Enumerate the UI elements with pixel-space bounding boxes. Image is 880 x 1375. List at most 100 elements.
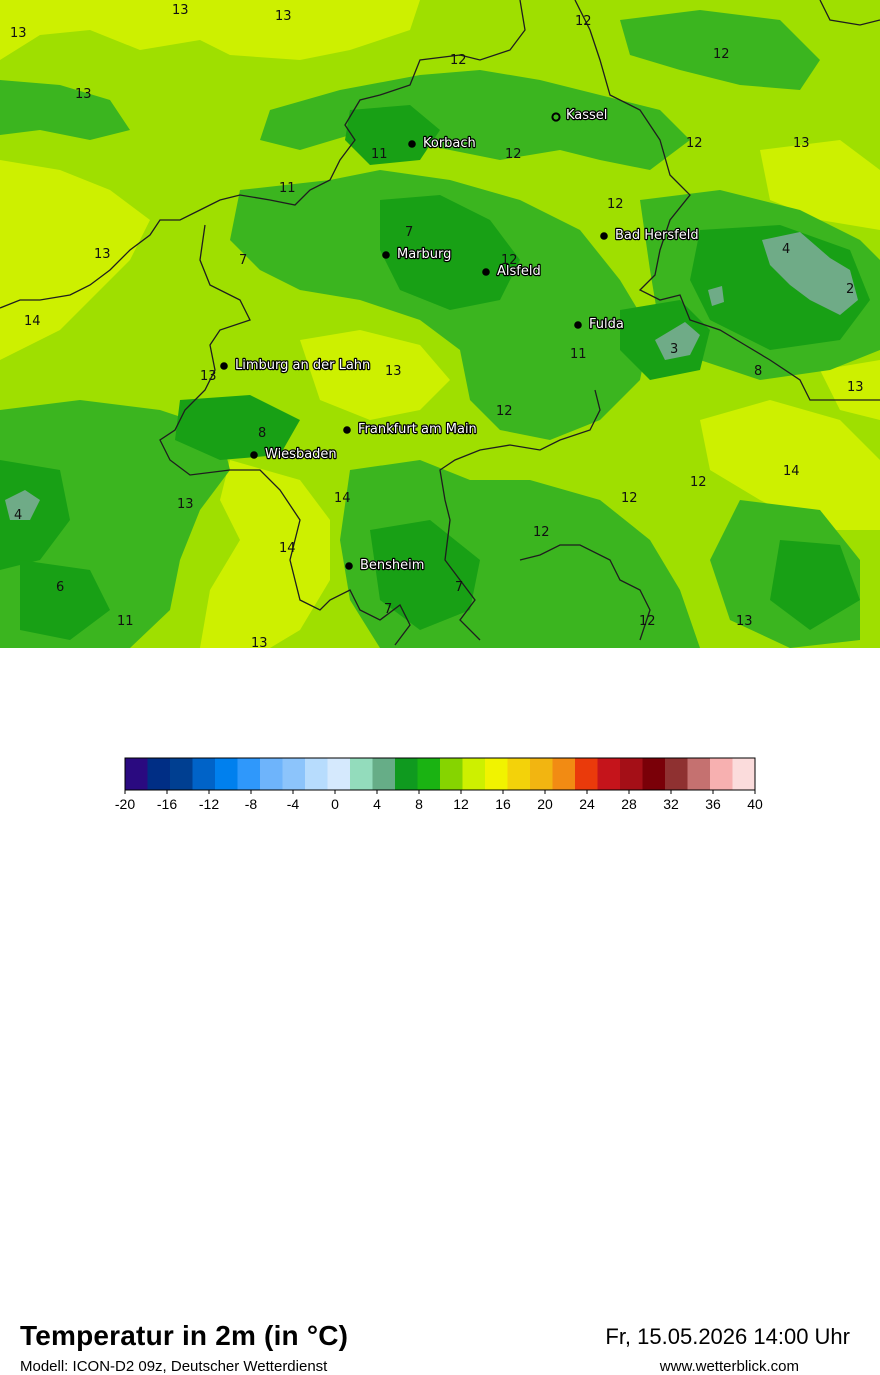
pale-zone-center <box>300 330 450 420</box>
city-limburg: Limburg an der Lahn <box>220 357 371 374</box>
city-marker <box>220 362 228 370</box>
temperature-label: 7 <box>405 225 413 240</box>
city-marker <box>574 321 582 329</box>
legend-tick-label: 24 <box>579 796 595 812</box>
temperature-label: 13 <box>94 247 111 262</box>
legend-tick-label: 16 <box>495 796 511 812</box>
city-label: Kassel <box>566 108 607 123</box>
temperature-label: 13 <box>847 380 864 395</box>
legend-tick-label: 8 <box>415 796 423 812</box>
city-frankfurt: Frankfurt am Main <box>343 421 478 438</box>
legend-swatch <box>665 758 688 790</box>
legend-tick-label: 36 <box>705 796 721 812</box>
legend-tick-label: 40 <box>747 796 763 812</box>
city-bad-hersfeld: Bad Hersfeld <box>600 227 700 244</box>
city-label: Limburg an der Lahn <box>235 358 370 373</box>
legend-swatch <box>170 758 193 790</box>
model-info: Modell: ICON-D2 09z, Deutscher Wetterdie… <box>20 1358 328 1375</box>
dark-zone-southeast <box>770 540 860 630</box>
city-alsfeld: Alsfeld <box>482 263 542 280</box>
border-north <box>0 0 526 309</box>
temperature-label: 12 <box>686 136 703 151</box>
city-marker <box>382 251 390 259</box>
legend-frame <box>124 757 756 791</box>
legend-swatch <box>147 758 171 790</box>
teal-zone-west <box>5 490 40 520</box>
border-southeast <box>439 389 601 641</box>
pale-zone-west <box>0 160 150 360</box>
temperature-label: 13 <box>200 369 217 384</box>
temperature-label: 13 <box>275 9 292 24</box>
city-marburg: Marburg <box>382 246 453 263</box>
legend-tick-label: -20 <box>115 796 135 812</box>
legend-swatch <box>597 758 621 790</box>
city-korbach: Korbach <box>408 135 477 152</box>
temperature-label: 12 <box>533 525 550 540</box>
city-label: Korbach <box>423 136 476 151</box>
temperature-label: 8 <box>258 426 266 441</box>
legend-swatch <box>327 758 351 790</box>
legend-swatch <box>642 758 666 790</box>
legend-tick-label: 12 <box>453 796 469 812</box>
legend-swatch <box>462 758 486 790</box>
legend-swatch <box>507 758 531 790</box>
temperature-label: 12 <box>505 147 522 162</box>
city-label: Alsfeld <box>497 264 541 279</box>
legend-swatch <box>282 758 306 790</box>
temperature-label: 12 <box>496 404 513 419</box>
temperature-label: 7 <box>239 253 247 268</box>
legend-swatch <box>687 758 711 790</box>
city-label: Bad Hersfeld <box>615 228 699 243</box>
legend-swatch <box>260 758 283 790</box>
pale-zone-northwest <box>0 0 420 60</box>
city-label: Wiesbaden <box>265 447 337 462</box>
dark-zone-vogelsberg <box>380 195 520 310</box>
pale-zone-far-east <box>820 360 880 420</box>
legend-swatch <box>530 758 553 790</box>
legend-swatch <box>125 758 148 790</box>
temperature-label: 11 <box>570 347 587 362</box>
temperature-label: 13 <box>251 636 268 648</box>
city-marker <box>250 451 258 459</box>
legend-tick-label: -8 <box>245 796 258 812</box>
legend-swatch <box>620 758 643 790</box>
city-marker <box>551 112 561 122</box>
color-legend: -20 -16 -12 -8 -4 0 4 8 12 16 20 24 28 32 36 40 <box>115 757 763 812</box>
temperature-label: 12 <box>501 253 518 268</box>
legend-tick-label: 4 <box>373 796 381 812</box>
temperature-label: 11 <box>279 181 296 196</box>
city-marker <box>408 140 416 148</box>
website-link[interactable]: www.wetterblick.com <box>659 1358 799 1375</box>
legend-swatch <box>575 758 598 790</box>
legend-swatch <box>215 758 238 790</box>
temperature-labels: 13 13 13 12 12 13 12 12 12 11 13 11 7 12… <box>10 3 864 648</box>
legend-tick-label: 0 <box>331 796 339 812</box>
temperature-label: 12 <box>607 197 624 212</box>
temperature-label: 13 <box>10 26 27 41</box>
legend-swatch <box>440 758 463 790</box>
city-label: Marburg <box>397 247 451 262</box>
city-marker <box>600 232 608 240</box>
legend-swatch <box>237 758 261 790</box>
temperature-label: 14 <box>334 491 351 506</box>
legend-swatch <box>305 758 328 790</box>
temperature-label: 12 <box>621 491 638 506</box>
teal-zone-east <box>762 232 858 315</box>
teal-zone-small <box>708 286 724 306</box>
legend-swatch <box>395 758 418 790</box>
city-marker <box>343 426 351 434</box>
state-border <box>0 0 880 646</box>
city-marker <box>482 268 490 276</box>
map-title: Temperatur in 2m (in °C) <box>20 1320 349 1351</box>
dark-zone-taunus <box>175 395 300 460</box>
dark-zone-far-south <box>20 560 110 640</box>
temperature-label: 12 <box>713 47 730 62</box>
legend-swatch <box>552 758 576 790</box>
border-northeast <box>819 0 880 26</box>
dark-zone-korbach <box>345 105 440 165</box>
dark-zone-south <box>370 520 480 630</box>
temperature-label: 12 <box>450 53 467 68</box>
cold-zones <box>5 232 858 520</box>
temperature-label: 11 <box>371 147 388 162</box>
temperature-label: 4 <box>782 242 790 257</box>
